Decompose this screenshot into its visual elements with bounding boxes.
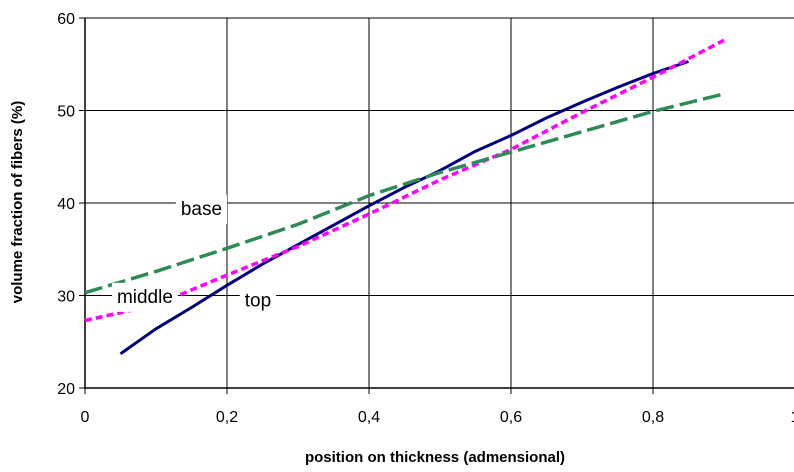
y-tick-label: 20: [57, 381, 75, 398]
annotation-box: [111, 282, 178, 312]
annotation-box: [239, 286, 277, 316]
series-line-base: [84, 92, 725, 295]
y-tick-label: 60: [57, 11, 75, 28]
y-axis-label: volume fraction of fibers (%): [9, 101, 26, 304]
x-axis-label: position on thickness (admensional): [305, 449, 565, 466]
x-tick-label: 0: [81, 409, 90, 426]
y-tick-label: 30: [57, 289, 75, 306]
x-tick-label: 0,6: [500, 409, 522, 426]
annotation-base: base: [181, 199, 222, 220]
annotation-top: top: [245, 291, 271, 312]
series-lines: [84, 38, 725, 356]
y-tick-labels: 20 30 40 50 60: [57, 11, 75, 398]
series-line-middle: [84, 38, 725, 323]
y-tick-label: 40: [57, 196, 75, 213]
annotation-box: [175, 195, 228, 225]
annotations: base middle top: [111, 195, 277, 316]
series-line-top: [119, 60, 689, 356]
y-tick-label: 50: [57, 104, 75, 121]
x-tick-label: 0,8: [642, 409, 664, 426]
x-tick-label: 1: [791, 409, 794, 426]
x-tick-label: 0,2: [216, 409, 238, 426]
x-tick-labels: 0 0,2 0,4 0,6 0,8 1: [81, 409, 794, 426]
annotation-middle: middle: [117, 287, 173, 308]
axes: [79, 17, 794, 394]
x-tick-label: 0,4: [358, 409, 380, 426]
